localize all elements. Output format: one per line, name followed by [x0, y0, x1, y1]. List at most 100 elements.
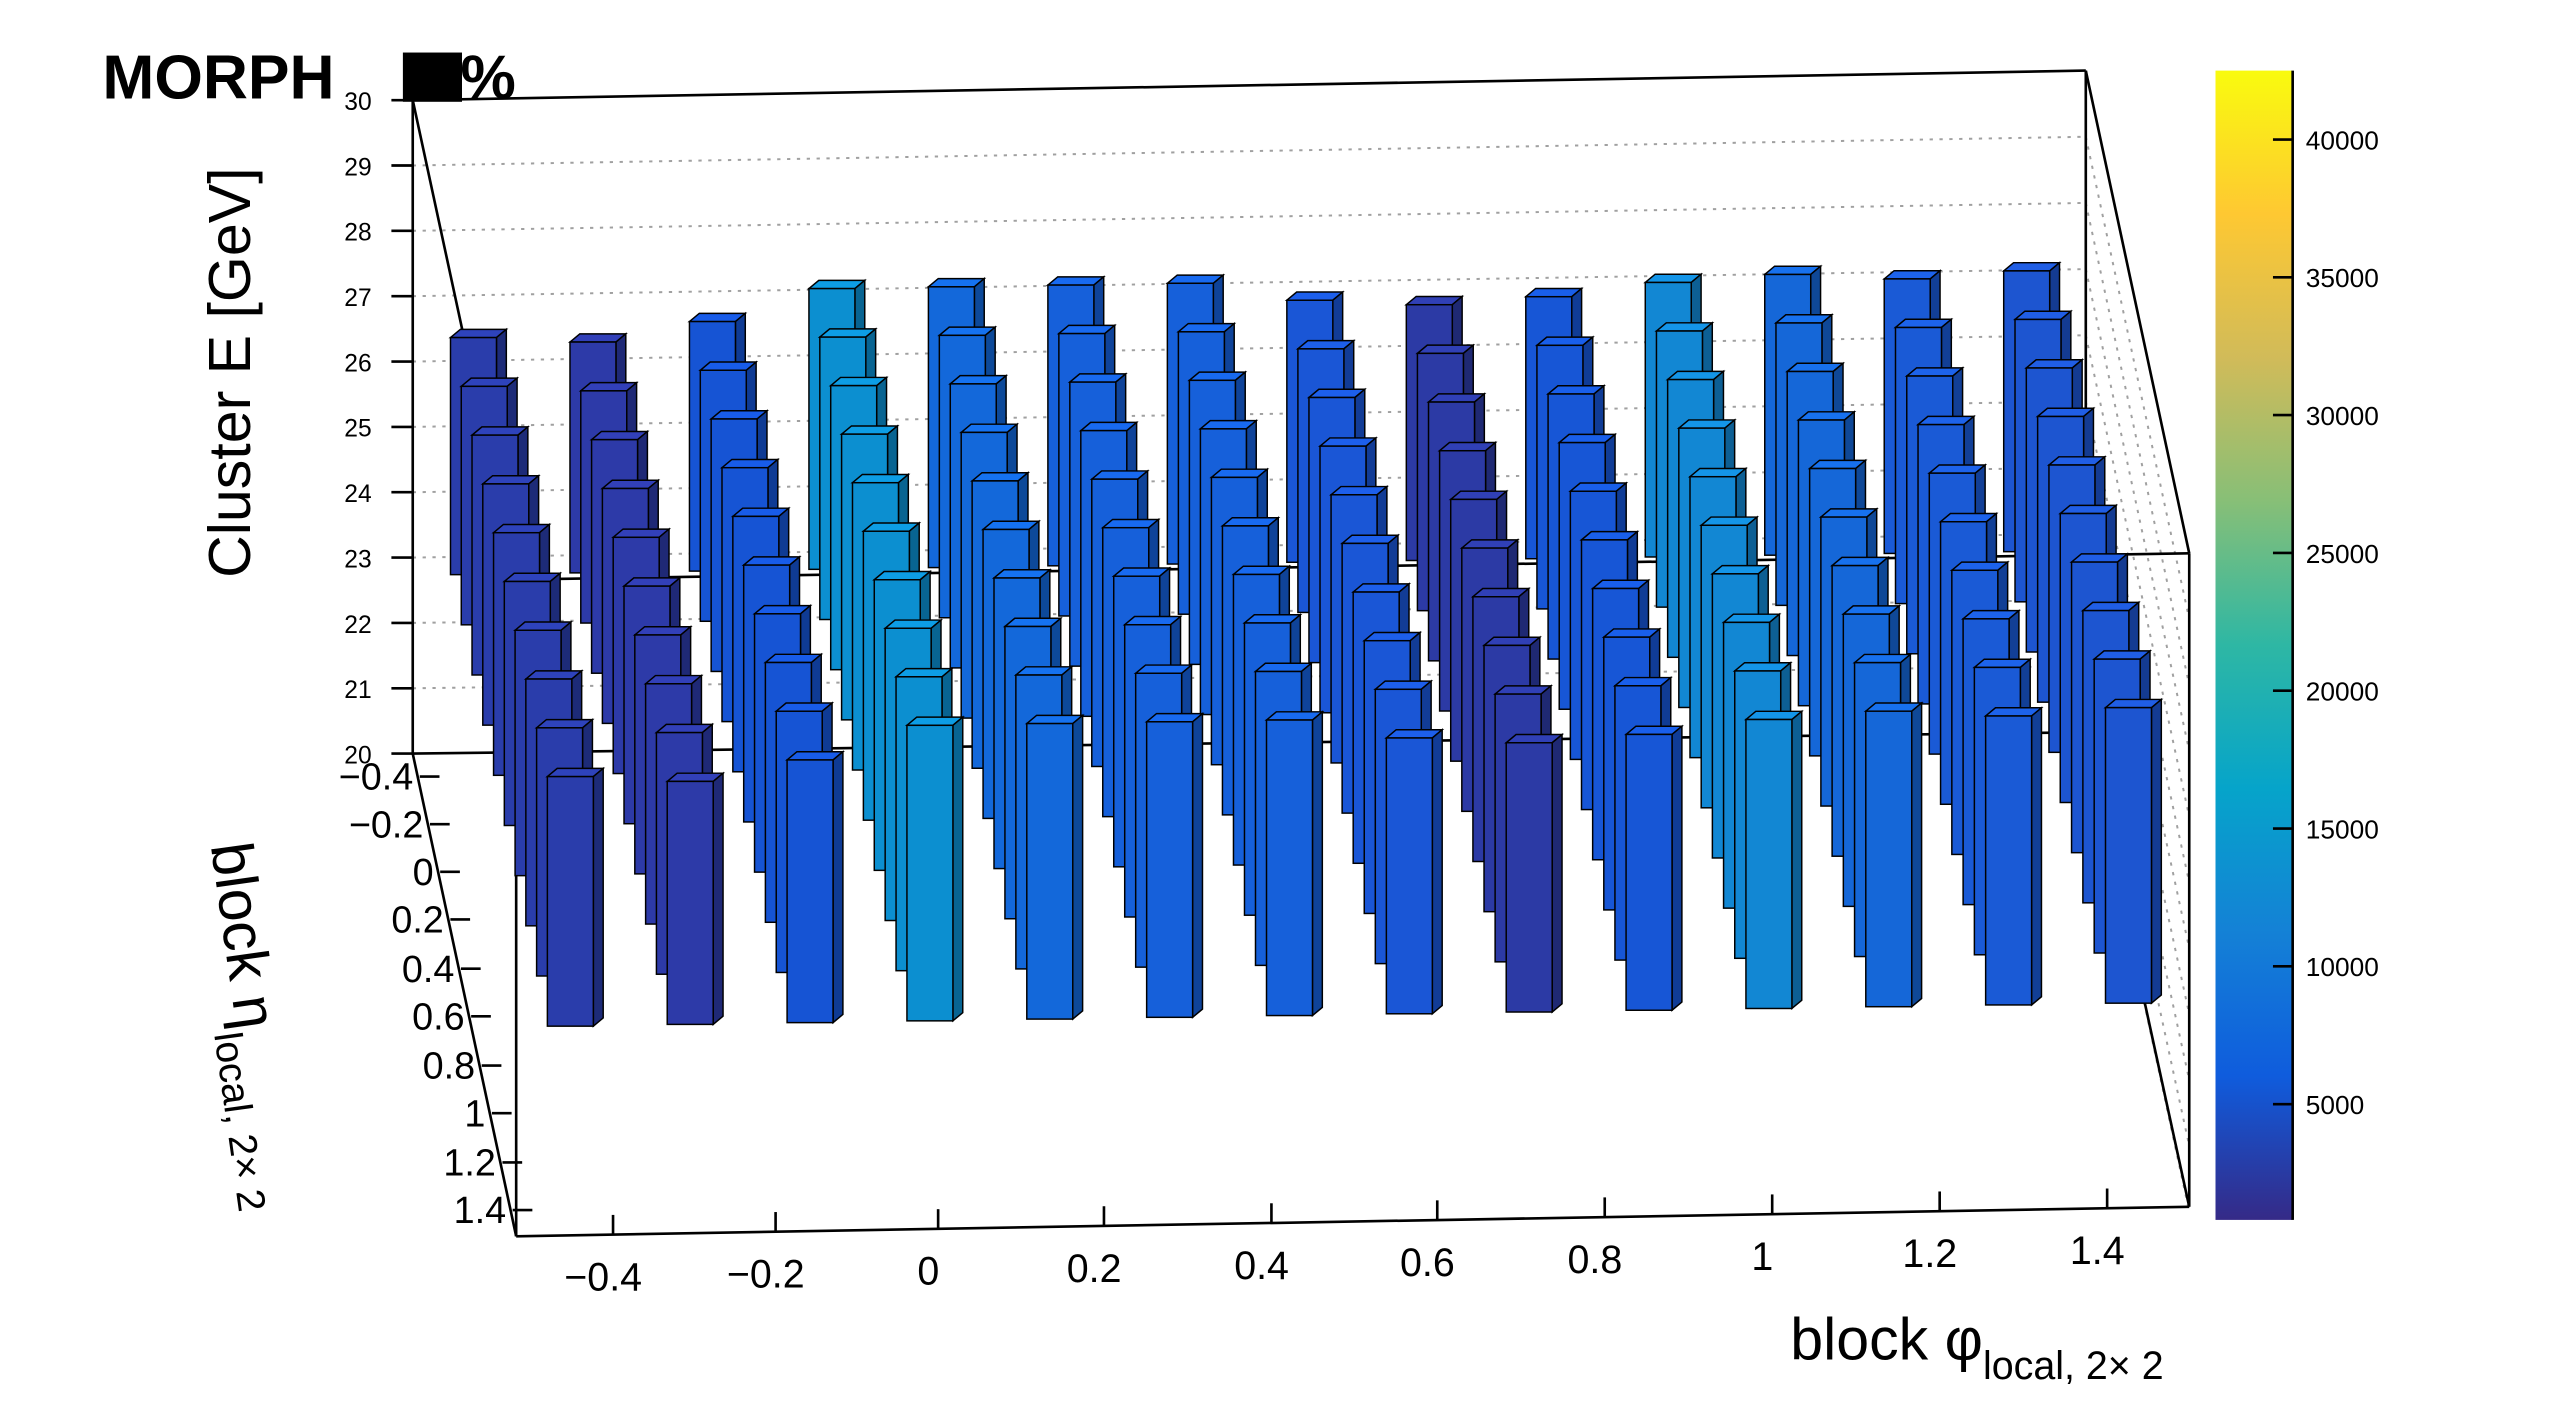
bar — [1024, 713, 1085, 1021]
frame-edge — [516, 1205, 2190, 1238]
z-gridline — [412, 201, 2086, 232]
z-tick-label: 21 — [344, 677, 371, 704]
bar-front — [1026, 722, 1074, 1020]
y-tick-label: 1.2 — [443, 1143, 495, 1185]
bar-front — [1745, 718, 1793, 1010]
colorbar-tick-label: 10000 — [2306, 952, 2379, 982]
z-tick-label: 26 — [344, 350, 371, 377]
y-tick-label: −0.2 — [349, 804, 424, 846]
x-tick-label: 0.6 — [1400, 1241, 1455, 1285]
bar-front — [906, 724, 954, 1022]
z-gridline — [412, 268, 2086, 298]
bar-front — [1145, 721, 1194, 1019]
x-tick-label: −0.2 — [727, 1253, 805, 1297]
x-tick-label: 1 — [1751, 1235, 1773, 1279]
z-tick-label: 22 — [344, 612, 371, 639]
bar — [785, 750, 845, 1025]
bar-side — [1431, 728, 1443, 1016]
redacted-mark: % — [402, 44, 516, 113]
bar — [665, 771, 726, 1026]
title-suffix: % — [460, 44, 515, 113]
y-tick-label: 0.2 — [391, 900, 443, 942]
y-tick-label: 0.8 — [423, 1046, 475, 1088]
bar — [1743, 709, 1804, 1011]
colorbar-tick-label: 35000 — [2306, 263, 2379, 293]
z-gridline-side — [2084, 136, 2191, 620]
z-tick-label: 24 — [344, 481, 371, 508]
colorbar-gradient — [2215, 70, 2293, 1220]
colorbar-tick-label: 15000 — [2306, 814, 2379, 844]
x-tick-label: 0.2 — [1067, 1247, 1122, 1291]
z-tick-label: 28 — [344, 220, 371, 247]
x-axis-title-main: block φ — [1790, 1305, 1983, 1372]
x-tick-label: 1.4 — [2070, 1229, 2125, 1273]
bar — [1624, 724, 1684, 1012]
bar-side — [712, 771, 724, 1026]
frame-edge — [2084, 70, 2191, 554]
plot-title: MORPH — [102, 44, 334, 113]
z-tick-label: 23 — [344, 546, 371, 573]
bars — [448, 261, 2164, 1028]
bar-side — [1551, 732, 1563, 1014]
bar-side — [1311, 710, 1324, 1018]
z-gridline — [412, 598, 2086, 624]
bar — [545, 766, 606, 1028]
bar-side — [952, 715, 964, 1023]
y-axis-title: block ηlocal, 2× 2 — [198, 838, 290, 1214]
bar-front — [1984, 715, 2033, 1006]
bar — [1264, 710, 1325, 1018]
bar — [2103, 697, 2164, 1005]
z-tick-label: 29 — [344, 154, 371, 181]
y-tick-label: 1.4 — [454, 1190, 506, 1232]
frame-edge — [412, 69, 2086, 102]
z-tick-label: 27 — [344, 285, 371, 312]
bar-side — [1911, 701, 1923, 1009]
bar-side — [832, 750, 844, 1025]
svg-text:block φlocal, 2× 2: block φlocal, 2× 2 — [1790, 1305, 2163, 1388]
bar-front — [1265, 719, 1314, 1017]
colorbar-tick-label: 20000 — [2306, 677, 2379, 707]
z-gridline — [412, 135, 2086, 167]
x-tick-label: 0 — [917, 1250, 939, 1294]
bar-front — [1865, 710, 1913, 1008]
bar — [1863, 701, 1924, 1009]
bar — [904, 715, 965, 1023]
bar-front — [1385, 737, 1434, 1015]
bar-front — [1505, 742, 1553, 1013]
x-tick-label: −0.4 — [564, 1255, 642, 1299]
bar-front — [786, 759, 834, 1024]
bar-side — [2030, 706, 2043, 1007]
colorbar-tick-label: 5000 — [2306, 1090, 2364, 1120]
y-tick-label: 0.4 — [402, 949, 454, 991]
x-axis-title-sub: local, 2× 2 — [1983, 1344, 2164, 1388]
z-gridline — [412, 334, 2086, 363]
z-tick-label: 20 — [344, 742, 371, 769]
bar-side — [2150, 697, 2163, 1005]
x-axis-title: block φlocal, 2× 2 — [1790, 1305, 2163, 1388]
bar-front — [2104, 706, 2153, 1004]
color-scale: 5000 10000 15000 20000 25000 30000 35000 40000 — [2215, 70, 2379, 1220]
frame-edge — [411, 753, 518, 1237]
z-tick-label: 30 — [344, 89, 371, 116]
bar-front — [546, 775, 595, 1027]
z-gridline-side — [2084, 335, 2191, 817]
tick-marks: 20 21 22 23 24 25 26 27 28 29 30 −0.4 −0.2 0 0.2 0.4 0.6… — [339, 89, 2125, 1299]
x-tick-label: 0.8 — [1567, 1238, 1622, 1282]
z-tick-label: 25 — [344, 416, 371, 443]
bar-side — [1791, 709, 1803, 1011]
y-axis-title-main: block η — [198, 838, 290, 1033]
colorbar-tick-label: 40000 — [2306, 125, 2379, 155]
bar — [1983, 706, 2044, 1007]
z-axis-title: Cluster E [GeV] — [196, 167, 263, 578]
bar-front — [1625, 733, 1673, 1011]
y-tick-label: 0.6 — [412, 996, 464, 1038]
bar-side — [1072, 713, 1084, 1021]
colorbar-tick-label: 25000 — [2306, 539, 2379, 569]
bar — [1384, 728, 1445, 1016]
x-tick-label: 1.2 — [1902, 1232, 1957, 1276]
colorbar-tick-label: 30000 — [2306, 401, 2379, 431]
y-axis-title-sub: local, 2× 2 — [205, 1029, 274, 1214]
z-gridline-side — [2084, 268, 2191, 752]
bar — [1144, 712, 1205, 1019]
bar-side — [1191, 712, 1204, 1019]
